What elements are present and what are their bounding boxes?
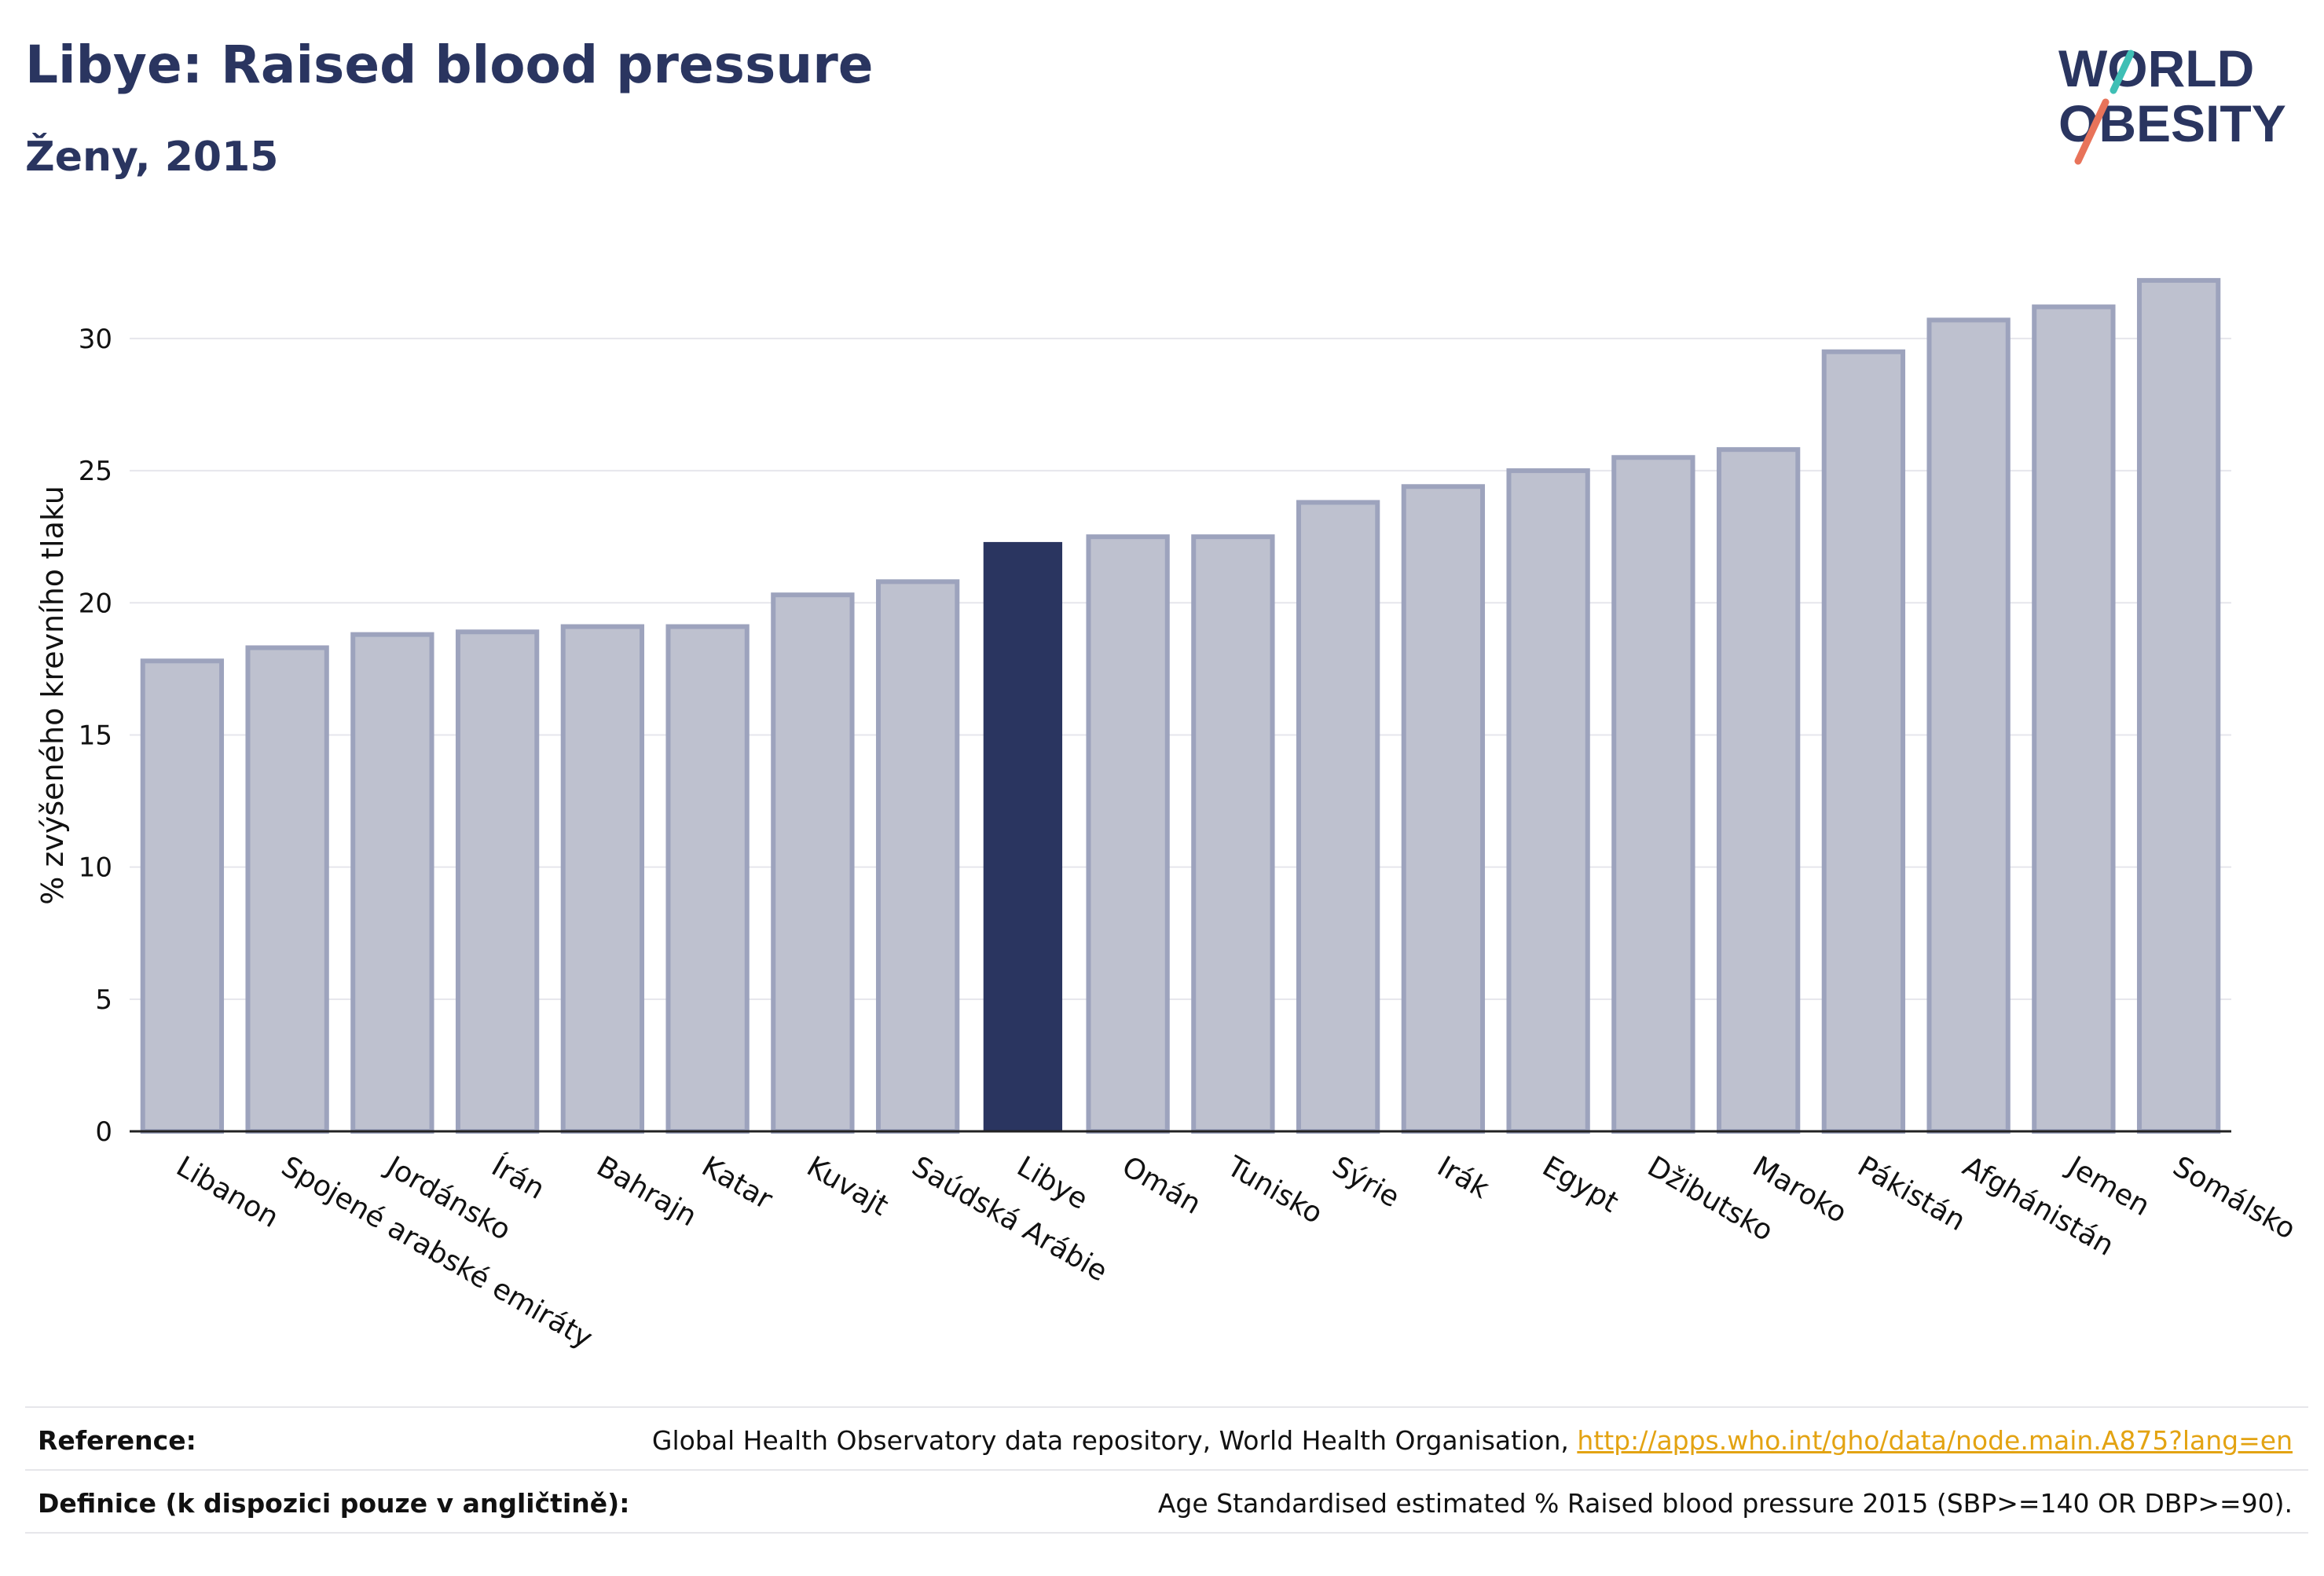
reference-link[interactable]: http://apps.who.int/gho/data/node.main.A… <box>1577 1425 2293 1456</box>
bar-3 <box>455 629 540 1134</box>
bar-5 <box>665 624 750 1134</box>
x-tick-label: Irák <box>1431 1150 1494 1205</box>
bar-4 <box>560 624 645 1134</box>
world-obesity-logo: WORLD OBESITY <box>2058 39 2286 165</box>
x-tick-label: Kuvajt <box>801 1150 894 1222</box>
x-tick-label: Somálsko <box>2168 1150 2301 1246</box>
y-tick-label: 0 <box>95 1116 112 1148</box>
bar-12 <box>1401 484 1486 1134</box>
y-tick-label: 5 <box>95 984 112 1016</box>
x-tick-label: Egypt <box>1537 1150 1623 1219</box>
y-tick-label: 25 <box>79 456 112 487</box>
x-tick-label: Libye <box>1011 1150 1093 1216</box>
bar-7 <box>875 579 960 1134</box>
y-tick-label: 20 <box>79 588 112 619</box>
reference-value: Global Health Observatory data repositor… <box>652 1425 2293 1456</box>
bar-16 <box>1821 349 1906 1134</box>
x-tick-label: Omán <box>1116 1150 1206 1221</box>
x-tick-label: Pákistán <box>1852 1150 1970 1237</box>
y-axis-ticks: 0 5 10 15 20 25 30 <box>79 324 112 1148</box>
x-tick-label: Sýrie <box>1327 1150 1405 1214</box>
bar-13 <box>1506 468 1590 1134</box>
bar-11 <box>1296 500 1380 1134</box>
logo-slash-teal-icon <box>2110 49 2135 94</box>
x-tick-label: Libanon <box>170 1150 284 1234</box>
bar-9 <box>1086 534 1170 1134</box>
bar-19 <box>2136 277 2221 1134</box>
y-tick-label: 30 <box>79 324 112 355</box>
logo-slash-red-icon <box>2074 98 2110 165</box>
reference-label: Reference: <box>38 1425 196 1456</box>
y-tick-label: 15 <box>79 720 112 751</box>
y-axis-label: % zvýšeného krevního tlaku <box>35 486 70 905</box>
chart-title: Libye: Raised blood pressure <box>25 35 874 95</box>
x-tick-label: Saúdská Arábie <box>907 1150 1113 1288</box>
bar-14 <box>1611 455 1695 1134</box>
definition-value: Age Standardised estimated % Raised bloo… <box>1157 1488 2293 1519</box>
bar-8 <box>983 541 1063 1131</box>
x-tick-label: Tunisko <box>1221 1150 1328 1230</box>
reference-text: Global Health Observatory data repositor… <box>651 1425 1578 1456</box>
y-tick-label: 10 <box>79 852 112 884</box>
chart-subtitle: Ženy, 2015 <box>25 134 279 181</box>
definition-label: Definice (k dispozici pouze v angličtině… <box>38 1488 630 1519</box>
logo-line1: WORLD <box>2058 39 2254 97</box>
bar-0 <box>140 658 225 1134</box>
footer-divider <box>25 1532 2308 1534</box>
bar-10 <box>1191 534 1275 1134</box>
reference-row: Reference: Global Health Observatory dat… <box>25 1406 2308 1471</box>
bar-15 <box>1716 447 1801 1134</box>
bar-2 <box>350 632 434 1134</box>
bar-17 <box>1926 317 2011 1134</box>
x-tick-label: Írán <box>486 1149 551 1206</box>
bar-6 <box>771 592 855 1134</box>
chart-bars <box>140 277 2221 1134</box>
x-tick-label: Katar <box>696 1150 778 1216</box>
bar-18 <box>2032 304 2116 1134</box>
definition-row: Definice (k dispozici pouze v angličtině… <box>25 1469 2308 1534</box>
x-tick-label: Bahrajn <box>591 1150 702 1233</box>
chart-grid <box>130 337 2231 1000</box>
bar-1 <box>245 645 329 1134</box>
